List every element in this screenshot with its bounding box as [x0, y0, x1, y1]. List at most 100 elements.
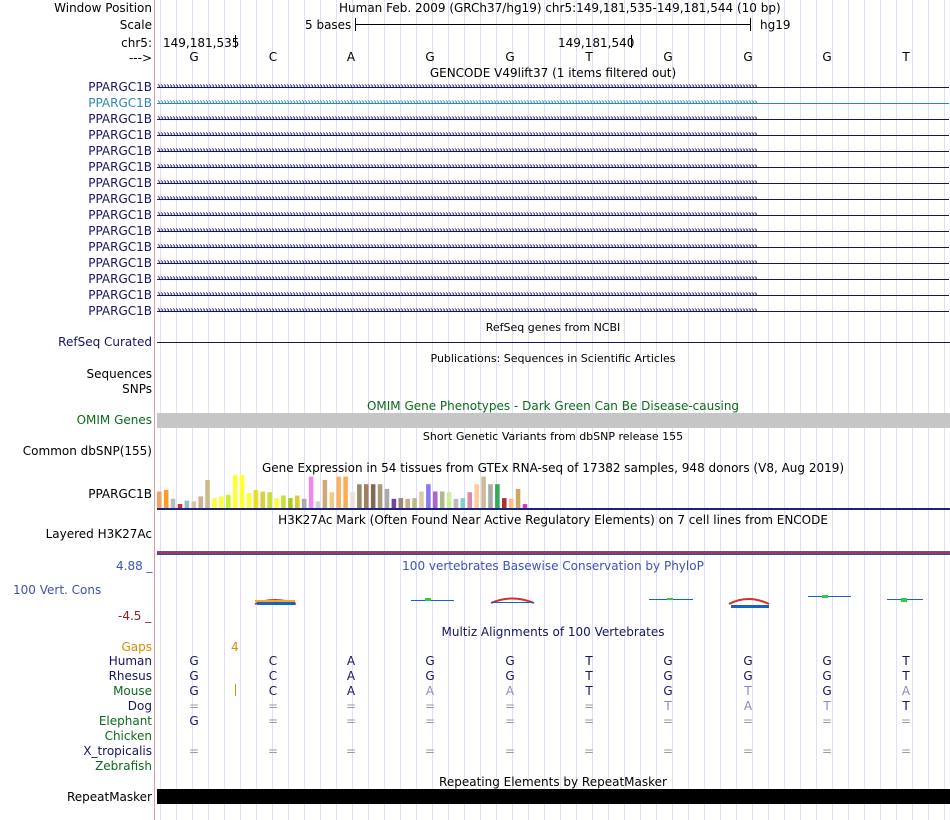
gencode-transcript-line[interactable]: ››››››››››››››››››››››››››››››››››››››››… — [157, 257, 949, 269]
gtex-tissue-bar[interactable] — [170, 498, 176, 508]
gtex-tissue-bar[interactable] — [232, 475, 238, 508]
gtex-tissue-bar[interactable] — [502, 498, 507, 508]
gencode-transcript-label[interactable]: PPARGC1B — [88, 288, 152, 302]
gtex-tissue-bar[interactable] — [219, 496, 224, 508]
gtex-tissue-bar[interactable] — [322, 479, 328, 508]
gtex-tissue-bar[interactable] — [253, 489, 259, 509]
gtex-tissue-bar[interactable] — [391, 498, 397, 508]
gtex-tissue-bar[interactable] — [398, 498, 404, 508]
gtex-tissue-bar[interactable] — [488, 484, 493, 508]
gencode-transcript-label[interactable]: PPARGC1B — [88, 240, 152, 254]
species-label[interactable]: Rhesus — [108, 669, 152, 683]
gtex-tissue-bar[interactable] — [288, 498, 293, 508]
gtex-tissue-bar[interactable] — [453, 498, 459, 508]
gencode-transcript-line[interactable]: ››››››››››››››››››››››››››››››››››››››››… — [157, 81, 949, 93]
gencode-transcript-label[interactable]: PPARGC1B — [88, 192, 152, 206]
species-label[interactable]: Chicken — [104, 729, 152, 743]
gtex-tissue-bar[interactable] — [446, 492, 452, 508]
dbsnp-label[interactable]: Common dbSNP(155) — [22, 444, 152, 458]
gtex-tissue-bar[interactable] — [212, 498, 217, 508]
gencode-transcript-label[interactable]: PPARGC1B — [88, 128, 152, 142]
gtex-tissue-bar[interactable] — [412, 498, 417, 508]
gtex-tissue-bar[interactable] — [184, 500, 190, 508]
gencode-transcript-line[interactable]: ››››››››››››››››››››››››››››››››››››››››… — [157, 273, 949, 285]
omim-label[interactable]: OMIM Genes — [76, 413, 152, 427]
gtex-tissue-bar[interactable] — [301, 498, 307, 508]
gtex-tissue-bar[interactable] — [405, 498, 410, 508]
snps-label[interactable]: SNPs — [122, 382, 152, 396]
species-label[interactable]: Mouse — [113, 684, 152, 698]
gtex-tissue-bar[interactable] — [198, 496, 203, 508]
gtex-tissue-bar[interactable] — [274, 498, 279, 508]
gtex-tissue-bar[interactable] — [343, 476, 348, 508]
refseq-label[interactable]: RefSeq Curated — [58, 335, 152, 349]
gencode-transcript-label[interactable]: PPARGC1B — [88, 176, 152, 190]
repeatmasker-label[interactable]: RepeatMasker — [66, 790, 152, 804]
gtex-tissue-bar[interactable] — [508, 498, 514, 508]
gtex-tissue-bar[interactable] — [384, 488, 390, 508]
gtex-tissue-bar[interactable] — [419, 491, 424, 509]
gencode-transcript-label[interactable]: PPARGC1B — [88, 144, 152, 158]
gtex-tissue-bar[interactable] — [329, 492, 335, 508]
gencode-transcript-line[interactable]: ››››››››››››››››››››››››››››››››››››››››… — [157, 209, 949, 221]
omim-bar[interactable] — [157, 413, 950, 428]
gtex-tissue-bar[interactable] — [495, 484, 500, 508]
gencode-transcript-line[interactable]: ››››››››››››››››››››››››››››››››››››››››… — [157, 305, 949, 317]
gtex-tissue-bar[interactable] — [308, 476, 314, 508]
gencode-transcript-label[interactable]: PPARGC1B — [88, 256, 152, 270]
phylop-label[interactable]: 100 Vert. Cons — [13, 583, 102, 597]
gtex-tissue-bar[interactable] — [157, 491, 162, 509]
gtex-tissue-bar[interactable] — [467, 492, 473, 508]
gencode-transcript-label[interactable]: PPARGC1B — [88, 80, 152, 94]
gtex-tissue-bar[interactable] — [177, 504, 183, 508]
gencode-transcript-label[interactable]: PPARGC1B — [88, 160, 152, 174]
gtex-tissue-bar[interactable] — [260, 491, 266, 509]
species-label[interactable]: X_tropicalis — [83, 744, 152, 758]
species-label[interactable]: Elephant — [98, 714, 152, 728]
gtex-tissue-bar[interactable] — [481, 476, 486, 508]
species-label[interactable]: Zebrafish — [95, 759, 152, 773]
gencode-transcript-label[interactable]: PPARGC1B — [88, 304, 152, 318]
gtex-tissue-bar[interactable] — [295, 495, 300, 509]
gtex-tissue-bar[interactable] — [370, 484, 376, 508]
gtex-tissue-bar[interactable] — [357, 484, 362, 508]
gtex-tissue-bar[interactable] — [239, 475, 245, 508]
gtex-tissue-bar[interactable] — [377, 484, 383, 508]
gencode-transcript-label[interactable]: PPARGC1B — [88, 208, 152, 222]
gencode-transcript-line[interactable]: ››››››››››››››››››››››››››››››››››››››››… — [157, 113, 949, 125]
gtex-tissue-bar[interactable] — [364, 484, 369, 508]
gencode-transcript-line[interactable]: ››››››››››››››››››››››››››››››››››››››››… — [157, 289, 949, 301]
gtex-tissue-bar[interactable] — [439, 491, 445, 509]
gencode-transcript-line[interactable]: ››››››››››››››››››››››››››››››››››››››››… — [157, 193, 949, 205]
gtex-tissue-bar[interactable] — [205, 479, 210, 508]
gtex-tissue-bar[interactable] — [191, 501, 197, 508]
gencode-transcript-line[interactable]: ››››››››››››››››››››››››››››››››››››››››… — [157, 145, 949, 157]
gtex-tissue-bar[interactable] — [433, 491, 438, 509]
gencode-transcript-label[interactable]: PPARGC1B — [88, 224, 152, 238]
gtex-tissue-bar[interactable] — [474, 484, 479, 508]
h3k27ac-label[interactable]: Layered H3K27Ac — [45, 527, 152, 541]
gtex-tissue-bar[interactable] — [350, 492, 355, 508]
gtex-tissue-bar[interactable] — [336, 476, 341, 508]
gtex-tissue-bar[interactable] — [163, 489, 169, 509]
species-label[interactable]: Human — [108, 654, 152, 668]
gencode-transcript-line[interactable]: ››››››››››››››››››››››››››››››››››››››››… — [157, 97, 949, 109]
gencode-transcript-line[interactable]: ››››››››››››››››››››››››››››››››››››››››… — [157, 225, 949, 237]
refseq-line[interactable] — [157, 342, 950, 343]
gencode-transcript-label[interactable]: PPARGC1B — [88, 96, 152, 110]
gtex-tissue-bar[interactable] — [515, 488, 521, 508]
gtex-tissue-bar[interactable] — [246, 493, 252, 508]
gencode-transcript-line[interactable]: ››››››››››››››››››››››››››››››››››››››››… — [157, 129, 949, 141]
gtex-tissue-bar[interactable] — [315, 501, 321, 508]
gtex-tissue-bar[interactable] — [426, 484, 431, 508]
repeatmasker-bar[interactable] — [157, 789, 950, 804]
gtex-tissue-bar[interactable] — [267, 492, 272, 508]
species-label[interactable]: Dog — [127, 699, 152, 713]
gencode-transcript-line[interactable]: ››››››››››››››››››››››››››››››››››››››››… — [157, 161, 949, 173]
gtex-tissue-bar[interactable] — [281, 495, 286, 509]
gtex-label[interactable]: PPARGC1B — [88, 487, 152, 501]
gencode-transcript-label[interactable]: PPARGC1B — [88, 112, 152, 126]
